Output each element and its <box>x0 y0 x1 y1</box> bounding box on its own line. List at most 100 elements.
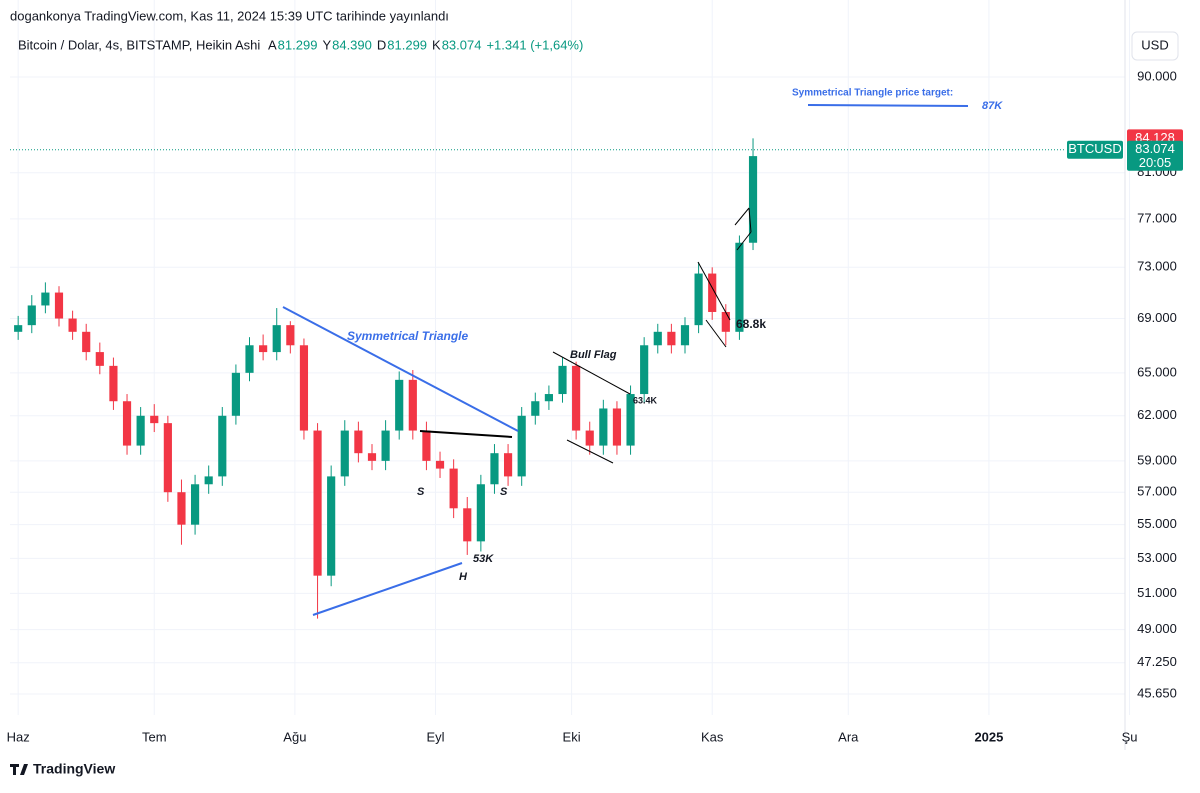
ohlc-key: D <box>377 37 386 52</box>
candle-body <box>150 415 159 424</box>
candle-body <box>245 345 254 373</box>
candle-body <box>190 484 200 525</box>
candle-body <box>68 318 77 332</box>
y-tick-label: 57.000 <box>1137 484 1177 499</box>
candle-body <box>558 365 567 395</box>
triangle-label: Symmetrical Triangle <box>347 329 468 343</box>
countdown: 20:05 <box>1139 155 1172 170</box>
candle-body <box>680 325 690 346</box>
candle-body <box>476 484 485 542</box>
triangle-upper <box>282 306 519 432</box>
flag3-upper <box>734 207 750 226</box>
currency-box[interactable] <box>1131 31 1179 61</box>
ticker: BTCUSD <box>1068 141 1121 156</box>
ticker-badge <box>1067 140 1123 159</box>
candle-body <box>340 430 349 477</box>
y-tick-label: 47.250 <box>1137 654 1177 669</box>
flag3-lower <box>736 231 752 251</box>
candle-body <box>463 508 472 542</box>
candle-body <box>54 292 64 319</box>
flag3-side <box>748 207 752 233</box>
candle-body <box>272 325 281 353</box>
candle-body <box>503 453 513 477</box>
candle-body <box>122 401 132 446</box>
candle-body <box>517 415 526 477</box>
candle-body <box>218 415 227 477</box>
y-tick-label: 59.000 <box>1137 452 1177 467</box>
candle-body <box>136 415 145 446</box>
candle-body <box>667 331 676 346</box>
candle-body <box>354 430 363 454</box>
ohlc-key: Y <box>322 37 331 52</box>
candle-body <box>531 401 540 416</box>
x-tick-label: Eki <box>563 729 581 744</box>
flag2-lower <box>705 319 727 348</box>
y-tick-label: 55.000 <box>1137 516 1177 531</box>
candle-body <box>299 345 309 431</box>
candle-body <box>435 460 445 469</box>
candle-body <box>735 242 744 332</box>
symbol: Bitcoin / Dolar, 4s, BITSTAMP, Heikin As… <box>18 37 260 52</box>
candle-body <box>449 468 458 509</box>
ohlc-value: 81.299 <box>387 37 427 52</box>
candle-body <box>313 430 322 576</box>
x-tick-label: Haz <box>7 729 30 744</box>
flag-label: Bull Flag <box>570 349 617 361</box>
y-tick-label: 69.000 <box>1137 310 1177 325</box>
candle-body <box>259 345 268 353</box>
y-tick-label: 53.000 <box>1137 550 1177 565</box>
candle-body <box>585 430 594 446</box>
candle-body <box>163 423 172 493</box>
last-label: 83.074 <box>1135 141 1175 156</box>
candle-body <box>572 365 581 431</box>
head-label: H <box>459 571 468 583</box>
target-value: 87K <box>982 100 1003 112</box>
x-tick-label: Ara <box>838 729 859 744</box>
head-level: 53K <box>473 553 494 565</box>
grid <box>10 0 1131 715</box>
x-tick-label: 2025 <box>974 729 1003 744</box>
candle-body <box>626 394 635 446</box>
candle-body <box>408 379 417 431</box>
flag2-upper <box>697 261 731 321</box>
candle-body <box>544 394 553 402</box>
candles <box>10 138 1065 619</box>
candle-body <box>708 273 717 312</box>
candle-body <box>721 311 730 332</box>
x-tick-label: Kas <box>701 729 724 744</box>
candle-body <box>694 273 703 326</box>
candle-body <box>640 345 649 395</box>
published-line: dogankonya TradingView.com, Kas 11, 2024… <box>10 8 449 23</box>
y-tick-label: 65.000 <box>1137 364 1177 379</box>
candle-body <box>653 331 662 346</box>
ohlc-key: A <box>268 37 277 52</box>
x-tick-label: Şu <box>1122 729 1138 744</box>
change: +1.341 (+1,64%) <box>486 37 583 52</box>
ohlc-value: 81.299 <box>278 37 318 52</box>
candle-body <box>748 156 758 243</box>
shoulder-right: S <box>500 486 508 498</box>
y-tick-label: 62.000 <box>1137 407 1177 422</box>
brand-logo <box>10 764 28 775</box>
target-text: Symmetrical Triangle price target: <box>792 88 953 99</box>
x-tick-label: Eyl <box>426 729 444 744</box>
candle-body <box>381 430 390 461</box>
candle-body <box>82 331 91 353</box>
candle-body <box>395 379 404 431</box>
x-tick-label: Tem <box>142 729 167 744</box>
brand: TradingView <box>10 761 115 777</box>
ohlc-key: K <box>432 37 441 52</box>
candle-body <box>204 476 213 485</box>
brand-name: TradingView <box>33 761 115 777</box>
candle-body <box>327 476 336 576</box>
y-tick-label: 77.000 <box>1137 210 1177 225</box>
candle-body <box>422 430 431 461</box>
currency[interactable]: USD <box>1141 37 1168 52</box>
candle-body <box>14 325 23 332</box>
candle-body <box>367 453 377 461</box>
shoulder-left: S <box>417 486 425 498</box>
candle-body <box>177 492 186 525</box>
y-tick-label: 45.650 <box>1137 685 1177 700</box>
x-tick-label: Ağu <box>283 729 306 744</box>
